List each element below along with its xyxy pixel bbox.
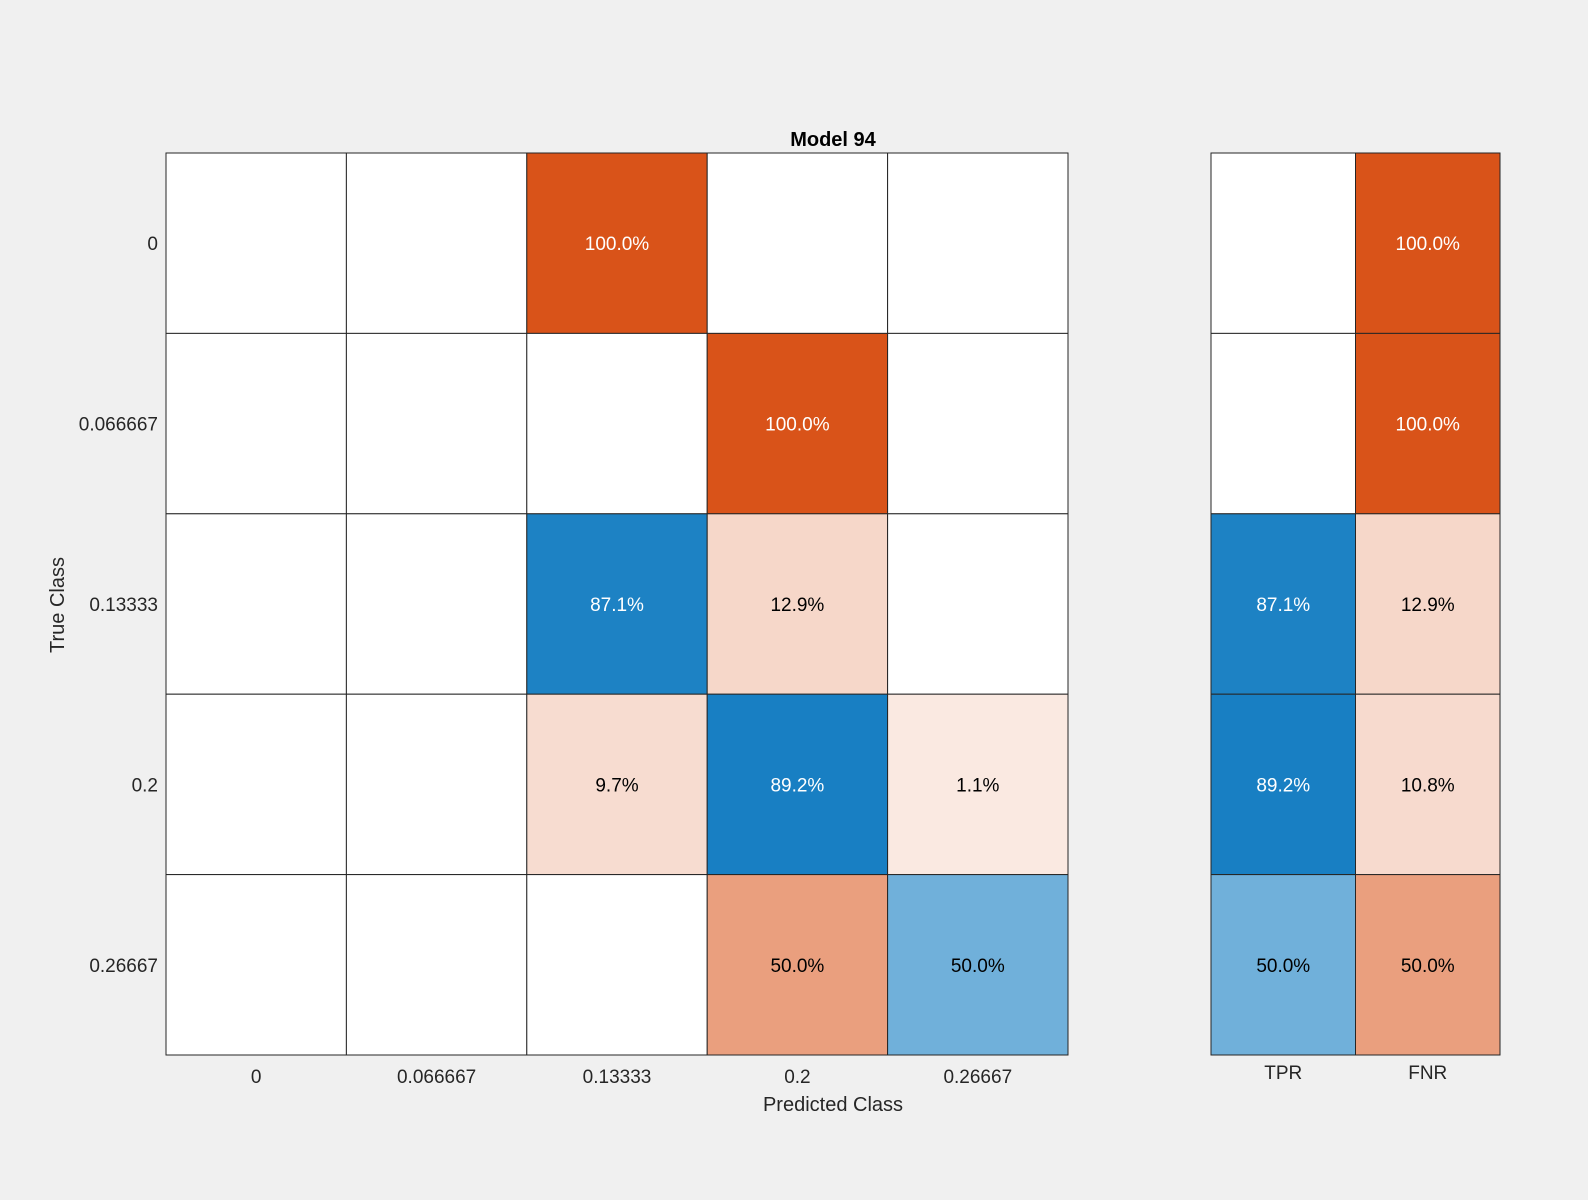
matrix-cell-r1-c4 xyxy=(887,332,1069,515)
matrix-cell-r4-c4 xyxy=(887,874,1069,1056)
summary-cell-r2-tpr xyxy=(1210,513,1356,695)
matrix-cell-r1-c3 xyxy=(706,332,889,515)
matrix-cell-r1-c0 xyxy=(165,332,347,515)
y-tick-label: 0.066667 xyxy=(79,415,158,436)
y-tick-labels: 0 0.066667 0.13333 0.2 0.26667 xyxy=(79,234,158,977)
x-tick-label: 0.13333 xyxy=(583,1067,652,1088)
matrix-cell-label-r2-c3: 12.9% xyxy=(770,595,824,616)
main-matrix: 100.0% 100.0% 87.1% 12.9% 9.7% 89.2% 1.1% 50.0%… xyxy=(165,152,1069,1056)
matrix-cell-label-r4-c3: 50.0% xyxy=(770,956,824,977)
summary-tick-labels: TPR FNR xyxy=(1264,1063,1447,1084)
matrix-cell-r0-c4 xyxy=(887,152,1069,334)
matrix-cell-r2-c2 xyxy=(526,513,708,695)
summary-cell-label-r2-fnr: 12.9% xyxy=(1401,595,1455,616)
matrix-cell-r4-c0 xyxy=(165,874,347,1056)
summary-cell-label-r3-tpr: 89.2% xyxy=(1256,775,1310,796)
summary-tick-label-fnr: FNR xyxy=(1408,1063,1447,1084)
x-tick-label: 0 xyxy=(251,1067,262,1088)
summary-cell-r4-tpr xyxy=(1210,874,1356,1056)
x-tick-label: 0.066667 xyxy=(397,1067,476,1088)
matrix-cell-r4-c3 xyxy=(706,874,889,1056)
matrix-cell-r4-c2 xyxy=(526,874,708,1056)
matrix-cell-r2-c3 xyxy=(706,513,889,695)
matrix-cell-r4-c1 xyxy=(345,874,528,1056)
y-tick-label: 0.13333 xyxy=(89,595,158,616)
summary-cell-r0-fnr xyxy=(1355,152,1501,334)
summary-cell-r0-tpr xyxy=(1210,152,1356,334)
summary-cell-r4-fnr xyxy=(1355,874,1501,1056)
matrix-cell-r3-c2 xyxy=(526,693,708,876)
x-tick-label: 0.26667 xyxy=(943,1067,1012,1088)
matrix-cell-r3-c0 xyxy=(165,693,347,876)
matrix-cell-r0-c2 xyxy=(526,152,708,334)
summary-cell-r1-tpr xyxy=(1210,332,1356,515)
matrix-cell-label-r0-c2: 100.0% xyxy=(585,234,650,255)
matrix-cell-r2-c4 xyxy=(887,513,1069,695)
matrix-cell-r3-c1 xyxy=(345,693,528,876)
y-tick-label: 0 xyxy=(147,234,158,255)
matrix-cell-r1-c2 xyxy=(526,332,708,515)
matrix-cell-label-r1-c3: 100.0% xyxy=(765,415,830,436)
matrix-cell-label-r2-c2: 87.1% xyxy=(590,595,644,616)
matrix-cell-r2-c1 xyxy=(345,513,528,695)
summary-cell-r3-tpr xyxy=(1210,693,1356,876)
x-tick-labels: 0 0.066667 0.13333 0.2 0.26667 xyxy=(251,1067,1012,1088)
summary-matrix: 100.0% 100.0% 87.1% 12.9% 89.2% 10.8% 50.0% 50.… xyxy=(1210,152,1501,1056)
summary-cell-label-r2-tpr: 87.1% xyxy=(1256,595,1310,616)
summary-cell-r1-fnr xyxy=(1355,332,1501,515)
matrix-cell-r0-c3 xyxy=(706,152,889,334)
matrix-cell-label-r3-c2: 9.7% xyxy=(595,775,638,796)
y-axis-label: True Class xyxy=(47,557,69,653)
y-tick-label: 0.2 xyxy=(132,775,158,796)
matrix-cell-label-r3-c4: 1.1% xyxy=(956,775,999,796)
x-tick-label: 0.2 xyxy=(784,1067,810,1088)
summary-cell-label-r4-fnr: 50.0% xyxy=(1401,956,1455,977)
summary-cell-label-r4-tpr: 50.0% xyxy=(1256,956,1310,977)
matrix-cell-r0-c1 xyxy=(345,152,528,334)
matrix-cell-r3-c4 xyxy=(887,693,1069,876)
x-axis-label: Predicted Class xyxy=(763,1094,903,1116)
matrix-cell-label-r3-c3: 89.2% xyxy=(770,775,824,796)
matrix-cell-r3-c3 xyxy=(706,693,889,876)
matrix-cell-r2-c0 xyxy=(165,513,347,695)
summary-cell-r3-fnr xyxy=(1355,693,1501,876)
summary-tick-label-tpr: TPR xyxy=(1264,1063,1302,1084)
matrix-cell-label-r4-c4: 50.0% xyxy=(951,956,1005,977)
chart-title: Model 94 xyxy=(790,129,876,151)
summary-cell-label-r3-fnr: 10.8% xyxy=(1401,775,1455,796)
y-tick-label: 0.26667 xyxy=(89,956,158,977)
matrix-cell-r1-c1 xyxy=(345,332,528,515)
summary-cell-label-r1-fnr: 100.0% xyxy=(1396,415,1461,436)
summary-cell-r2-fnr xyxy=(1355,513,1501,695)
matrix-cell-r0-c0 xyxy=(165,152,347,334)
summary-cell-label-r0-fnr: 100.0% xyxy=(1396,234,1461,255)
